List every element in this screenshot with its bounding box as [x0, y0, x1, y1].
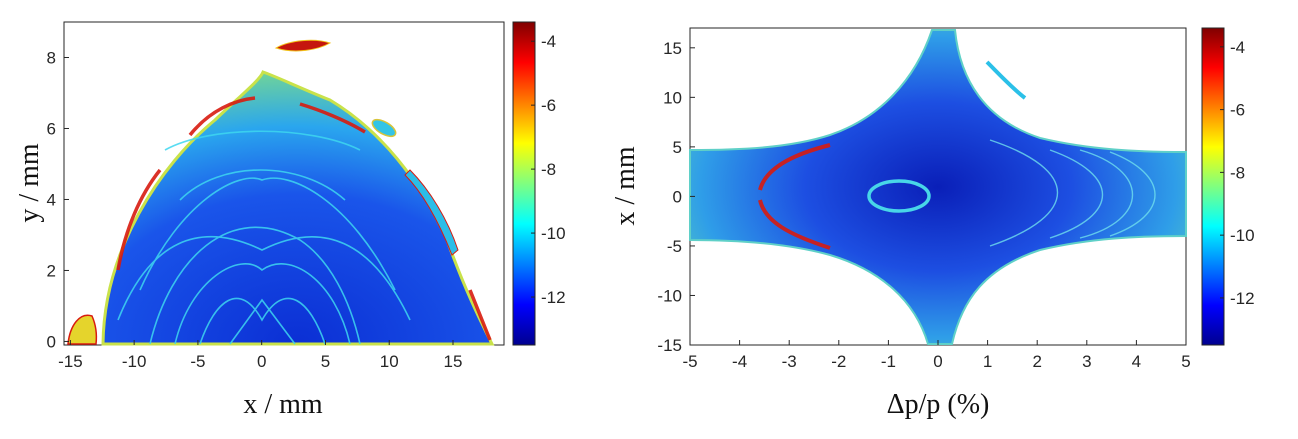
- left-y-label: y / mm: [14, 143, 45, 223]
- right-colorbar-ticks: -4 -6 -8 -10 -12: [1220, 38, 1255, 308]
- right-x-tick-label: 5: [1181, 352, 1190, 371]
- right-colorbar-tick-label: -4: [1230, 38, 1245, 57]
- right-x-label: Δp/p (%): [887, 389, 990, 420]
- right-y-tick-label: 5: [673, 138, 682, 157]
- right-colorbar-tick-label: -12: [1230, 289, 1255, 308]
- left-y-tick-label: 0: [47, 332, 56, 351]
- right-colorbar-tick-label: -10: [1230, 226, 1255, 245]
- right-y-ticks: 15 10 5 0 -5 -10 -15: [657, 39, 695, 355]
- left-island-right: [371, 118, 397, 138]
- left-colorbar-gradient: [512, 21, 536, 346]
- right-colorbar-tick-label: -8: [1230, 163, 1245, 182]
- left-unstable-edge: [116, 96, 492, 341]
- right-y-tick-label: 15: [663, 39, 682, 58]
- right-colorbar: -4 -6 -8 -10 -12: [1201, 27, 1255, 346]
- left-island-far-right: [404, 169, 459, 256]
- left-colorbar-ticks: -4 -6 -8 -10 -12: [531, 32, 566, 307]
- left-resonance-arcs: [117, 130, 411, 345]
- right-x-tick-label: -3: [782, 352, 797, 371]
- right-x-ticks: -5 -4 -3 -2 -1 0 1 2 3 4 5: [682, 340, 1191, 371]
- right-x-tick-label: -5: [682, 352, 697, 371]
- right-x-tick-label: 3: [1082, 352, 1091, 371]
- right-x-tick-label: -2: [831, 352, 846, 371]
- left-colorbar-tick-label: -4: [541, 32, 556, 51]
- right-heatmap: [689, 29, 1187, 345]
- left-x-ticks: -15 -10 -5 0 5 10 15: [58, 340, 462, 371]
- left-x-tick-label: -15: [58, 352, 83, 371]
- left-y-tick-label: 4: [47, 190, 56, 209]
- right-x-tick-label: -4: [732, 352, 747, 371]
- left-x-label: x / mm: [243, 389, 323, 420]
- left-colorbar-tick-label: -8: [541, 160, 556, 179]
- left-x-tick-label: 15: [444, 352, 463, 371]
- left-heatmap: [67, 39, 495, 346]
- left-x-tick-label: -5: [190, 352, 205, 371]
- left-x-tick-label: 5: [321, 352, 330, 371]
- right-y-tick-label: -15: [657, 336, 682, 355]
- right-unstable-edge: [758, 143, 831, 250]
- right-x-tick-label: 0: [933, 352, 942, 371]
- right-stable-region: [689, 29, 1187, 345]
- right-resonance-arcs: [989, 139, 1156, 247]
- right-island-edge: [985, 60, 1027, 100]
- right-colorbar-tick-label: -6: [1230, 101, 1245, 120]
- left-dynamic-aperture-region: [101, 70, 495, 346]
- left-x-tick-label: 0: [257, 352, 266, 371]
- left-colorbar-tick-label: -10: [541, 224, 566, 243]
- left-x-tick-label: -10: [122, 352, 147, 371]
- left-y-tick-label: 8: [47, 48, 56, 67]
- left-plot: -15 -10 -5 0 5 10 15 0 2 4 6 8 x / mm y / mm: [14, 21, 505, 420]
- left-x-tick-label: 10: [380, 352, 399, 371]
- right-y-label: x / mm: [610, 146, 641, 226]
- right-y-tick-label: 0: [673, 187, 682, 206]
- right-x-tick-label: -1: [881, 352, 896, 371]
- right-y-tick-label: -5: [667, 237, 682, 256]
- right-y-tick-label: -10: [657, 286, 682, 305]
- right-x-tick-label: 1: [983, 352, 992, 371]
- right-colorbar-gradient: [1201, 27, 1225, 346]
- left-colorbar: -4 -6 -8 -10 -12: [512, 21, 566, 346]
- right-y-tick-label: 10: [663, 88, 682, 107]
- right-island-center: [867, 179, 931, 213]
- left-y-tick-label: 2: [47, 261, 56, 280]
- left-y-ticks: 0 2 4 6 8: [47, 48, 69, 351]
- right-x-tick-label: 2: [1032, 352, 1041, 371]
- right-x-tick-label: 4: [1132, 352, 1141, 371]
- left-y-tick-label: 6: [47, 119, 56, 138]
- left-colorbar-tick-label: -6: [541, 96, 556, 115]
- left-colorbar-tick-label: -12: [541, 288, 566, 307]
- left-island-top: [274, 39, 332, 52]
- left-island-low-left: [67, 314, 98, 345]
